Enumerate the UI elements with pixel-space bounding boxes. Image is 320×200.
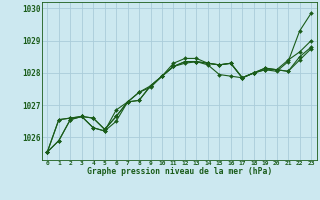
X-axis label: Graphe pression niveau de la mer (hPa): Graphe pression niveau de la mer (hPa) — [87, 167, 272, 176]
